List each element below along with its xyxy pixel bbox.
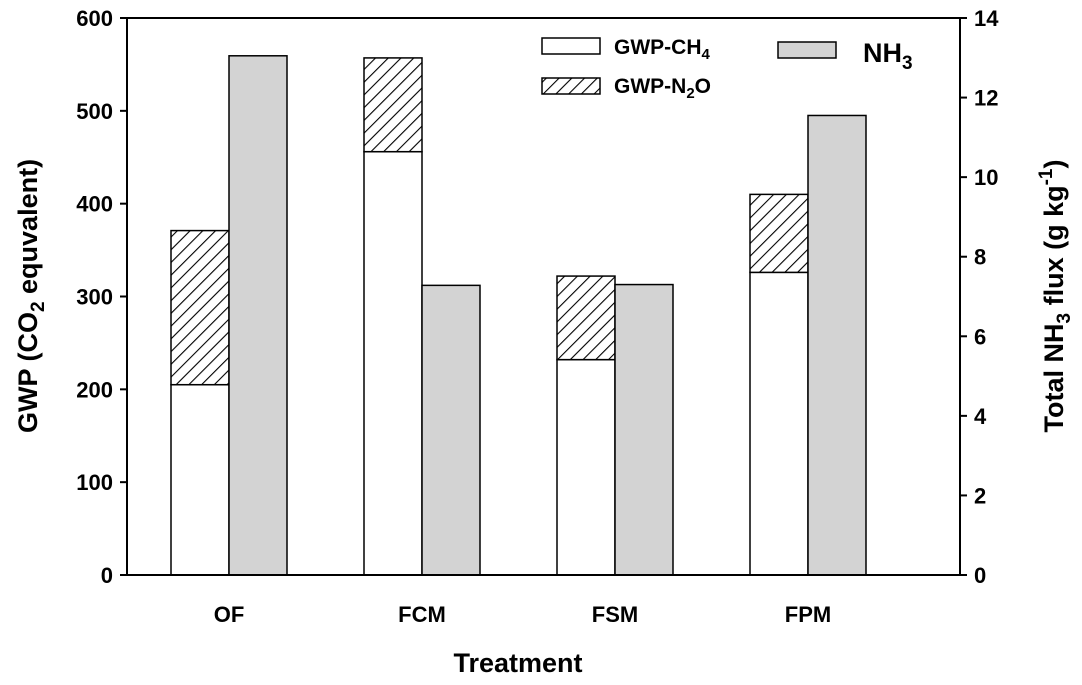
y-tick-label: 100: [76, 470, 113, 495]
y2-tick-label: 6: [974, 324, 986, 349]
bar-gwp-n2o-fcm: [363, 57, 423, 153]
bar-gwp-n2o-fpm: [749, 193, 809, 274]
x-axis-title: Treatment: [453, 648, 582, 678]
legend-label-nh3: NH3: [863, 38, 913, 74]
bar-nh3-fpm: [807, 114, 867, 576]
y-tick-label: 500: [76, 99, 113, 124]
legend-swatch-ch4: [541, 37, 601, 55]
legend-swatch-nh3: [777, 41, 837, 59]
y2-tick-label: 10: [974, 165, 998, 190]
legend-label-ch4: GWP-CH4: [614, 36, 711, 63]
bar-gwp-ch4-fpm: [749, 271, 809, 576]
y2-tick-label: 14: [974, 6, 999, 31]
y-tick-label: 200: [76, 377, 113, 402]
y2-tick-label: 8: [974, 245, 986, 270]
bar-gwp-n2o-of: [170, 229, 230, 386]
x-tick-label-of: OF: [214, 602, 245, 627]
y-axis-title: GWP (CO2 equvalent): [13, 159, 49, 433]
y2-axis-title: Total NH3 flux (g kg-1): [1036, 160, 1075, 433]
bar-nh3-of: [228, 55, 288, 576]
bar-gwp-ch4-fsm: [556, 358, 616, 576]
legend-swatch-n2o: [541, 77, 601, 95]
bar-nh3-fsm: [614, 283, 674, 576]
y2-tick-label: 0: [974, 563, 986, 588]
y-tick-label: 300: [76, 285, 113, 310]
y-tick-label: 600: [76, 6, 113, 31]
bar-gwp-ch4-fcm: [363, 150, 423, 576]
legend: GWP-CH4 GWP-N2O NH3: [541, 36, 913, 102]
x-tick-label-fcm: FCM: [398, 602, 446, 627]
bar-gwp-ch4-of: [170, 383, 230, 576]
x-tick-label-fsm: FSM: [592, 602, 638, 627]
y-tick-label: 400: [76, 192, 113, 217]
bar-gwp-n2o-fsm: [556, 275, 616, 361]
y2-tick-label: 12: [974, 86, 998, 111]
bar-nh3-fcm: [421, 284, 481, 576]
y2-tick-label: 2: [974, 483, 986, 508]
x-tick-label-fpm: FPM: [785, 602, 831, 627]
y2-tick-label: 4: [974, 404, 987, 429]
axes-layer: OF FCM FSM FPM 0 100 200 300 400 500 600 0 2 4 6 8 10 12 1…: [76, 6, 999, 627]
bars-layer: [170, 55, 867, 576]
legend-label-n2o: GWP-N2O: [614, 75, 711, 102]
y-tick-label: 0: [101, 563, 113, 588]
